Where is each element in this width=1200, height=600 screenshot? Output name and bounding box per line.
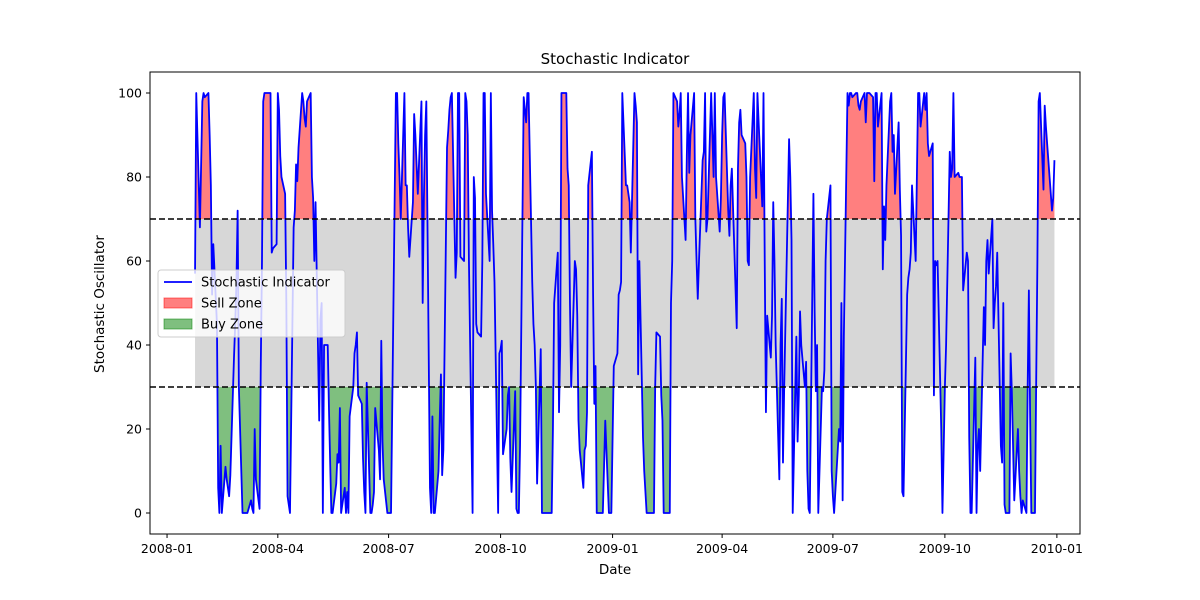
x-tick-label: 2008-07 (362, 541, 414, 556)
x-tick-label: 2010-01 (1031, 541, 1083, 556)
y-tick-label: 0 (134, 506, 142, 521)
y-tick-label: 60 (126, 254, 142, 269)
series-line-stochastic-indicator (194, 92, 1056, 514)
legend-label: Buy Zone (201, 318, 263, 333)
legend-box (157, 269, 346, 338)
x-axis-label: Date (599, 562, 631, 578)
x-tick-label: 2008-01 (141, 541, 193, 556)
x-tick-label: 2009-07 (807, 541, 859, 556)
axes-frame (149, 71, 1081, 535)
y-tick-label: 100 (118, 86, 142, 101)
x-tick-label: 2009-04 (696, 541, 748, 556)
legend-label: Stochastic Indicator (201, 276, 331, 291)
sell-zone-fill (195, 93, 1055, 219)
legend: Stochastic Indicator Sell Zone Buy Zone (157, 269, 346, 338)
chart-title: Stochastic Indicator (541, 50, 691, 68)
x-tick-label: 2008-10 (474, 541, 526, 556)
legend-swatch-sell (163, 297, 193, 309)
y-axis-label: Stochastic Oscillator (92, 235, 108, 373)
x-tick-label: 2008-04 (252, 541, 304, 556)
legend-label: Sell Zone (201, 297, 262, 312)
y-tick-label: 40 (126, 338, 142, 353)
y-tick-label: 20 (126, 422, 142, 437)
x-tick-label: 2009-10 (919, 541, 971, 556)
legend-swatch-buy (163, 318, 193, 330)
y-tick-label: 80 (126, 170, 142, 185)
plot-area: 0 20 40 60 80 100 2008-01 2008-04 2008-07 2008-10… (118, 71, 1083, 556)
x-tick-label: 2009-01 (586, 541, 638, 556)
